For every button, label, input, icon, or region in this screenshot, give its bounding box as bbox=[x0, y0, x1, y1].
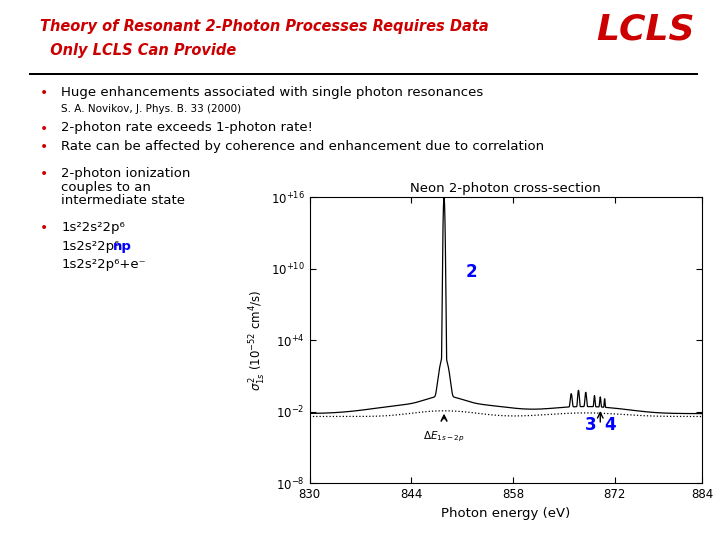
Text: Huge enhancements associated with single photon resonances: Huge enhancements associated with single… bbox=[61, 86, 483, 99]
Text: •: • bbox=[40, 86, 48, 100]
Text: intermediate state: intermediate state bbox=[61, 194, 185, 207]
Text: 1s2s²2p⁶: 1s2s²2p⁶ bbox=[61, 240, 120, 253]
Text: $\Delta E_{1s-2p}$: $\Delta E_{1s-2p}$ bbox=[423, 430, 465, 444]
Text: •: • bbox=[40, 167, 48, 181]
Text: •: • bbox=[40, 122, 48, 136]
Text: 1s2s²2p⁶+e⁻: 1s2s²2p⁶+e⁻ bbox=[61, 258, 146, 271]
Text: 2: 2 bbox=[466, 263, 477, 281]
Text: LCLS: LCLS bbox=[596, 13, 695, 46]
Text: 3: 3 bbox=[585, 416, 597, 434]
Text: np: np bbox=[113, 240, 132, 253]
Text: 4: 4 bbox=[604, 416, 616, 434]
Text: Rate can be affected by coherence and enhancement due to correlation: Rate can be affected by coherence and en… bbox=[61, 140, 544, 153]
Text: 2-photon rate exceeds 1-photon rate!: 2-photon rate exceeds 1-photon rate! bbox=[61, 122, 313, 134]
Title: Neon 2-photon cross-section: Neon 2-photon cross-section bbox=[410, 181, 601, 194]
Text: Only LCLS Can Provide: Only LCLS Can Provide bbox=[40, 43, 236, 58]
Text: 2-photon ionization: 2-photon ionization bbox=[61, 167, 191, 180]
Text: 1s²2s²2p⁶: 1s²2s²2p⁶ bbox=[61, 221, 125, 234]
Text: •: • bbox=[40, 221, 48, 235]
Text: couples to an: couples to an bbox=[61, 181, 151, 194]
Text: S. A. Novikov, J. Phys. B. 33 (2000): S. A. Novikov, J. Phys. B. 33 (2000) bbox=[61, 104, 241, 114]
Y-axis label: $\sigma^2_{1s}$ (10$^{-52}$ cm$^4$/s): $\sigma^2_{1s}$ (10$^{-52}$ cm$^4$/s) bbox=[248, 289, 268, 391]
X-axis label: Photon energy (eV): Photon energy (eV) bbox=[441, 507, 570, 519]
Text: Theory of Resonant 2-Photon Processes Requires Data: Theory of Resonant 2-Photon Processes Re… bbox=[40, 19, 488, 34]
Text: •: • bbox=[40, 140, 48, 154]
